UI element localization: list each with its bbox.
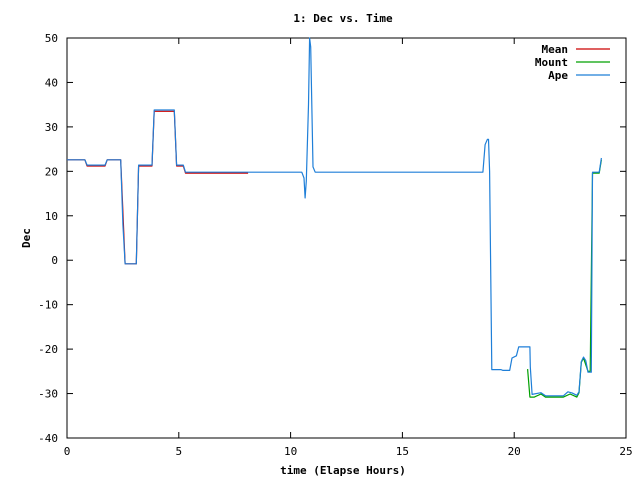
series-line-mount (527, 159, 602, 398)
x-tick-label: 20 (508, 445, 521, 458)
y-tick-label: 0 (51, 254, 58, 267)
x-tick-label: 15 (396, 445, 409, 458)
plot-frame (66, 37, 627, 439)
x-tick-label: 5 (175, 445, 182, 458)
series-line-mean (67, 110, 249, 265)
y-tick-label: 40 (45, 76, 58, 89)
x-tick-label: 10 (284, 445, 297, 458)
y-tick-label: -20 (38, 343, 58, 356)
series-lines (67, 37, 602, 398)
axis-ticks: 0 5 10 15 20 25 -40 -30 -20 -10 0 10 20 30 40 50 (38, 32, 633, 458)
chart-title: 1: Dec vs. Time (293, 12, 393, 25)
x-axis-label: time (Elapse Hours) (280, 464, 406, 477)
y-tick-label: -10 (38, 299, 58, 312)
y-tick-label: 20 (45, 165, 58, 178)
y-tick-label: 50 (45, 32, 58, 45)
y-axis-label: Dec (20, 228, 33, 248)
y-tick-label: 10 (45, 210, 58, 223)
x-tick-label: 25 (619, 445, 632, 458)
y-tick-label: -40 (38, 432, 58, 445)
legend-label-ape: Ape (548, 69, 568, 82)
legend-label-mount: Mount (535, 56, 568, 69)
y-tick-label: -30 (38, 388, 58, 401)
legend-label-mean: Mean (542, 43, 569, 56)
series-line-ape (67, 37, 602, 397)
y-tick-label: 30 (45, 121, 58, 134)
x-tick-label: 0 (64, 445, 71, 458)
